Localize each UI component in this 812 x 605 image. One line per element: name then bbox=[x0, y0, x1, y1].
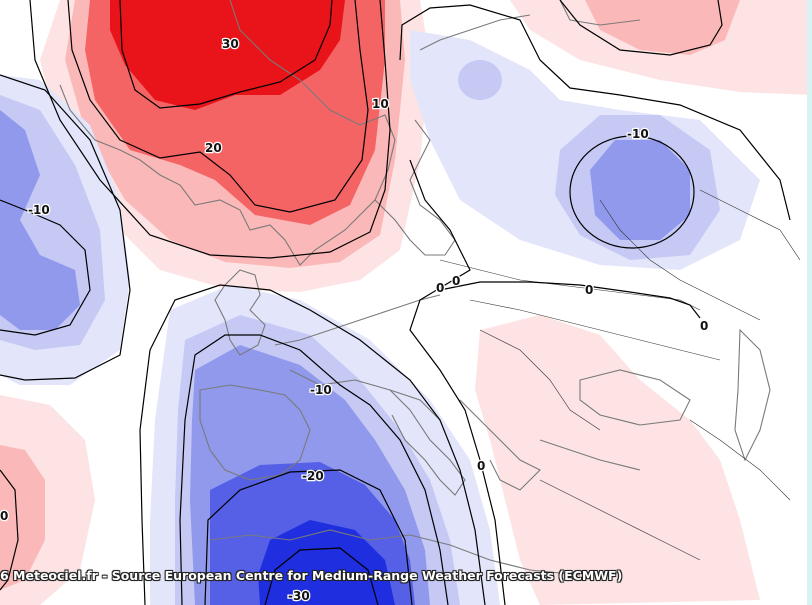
contour-label-minus30-south: -30 bbox=[288, 589, 310, 603]
cold-w-medium bbox=[0, 110, 80, 330]
coastlines bbox=[59, 0, 771, 576]
contour-label-zero-d: 0 bbox=[700, 319, 708, 333]
coastline-scandinavia bbox=[59, 0, 396, 266]
contour-plus30 bbox=[119, 0, 333, 109]
contour-zero-mid bbox=[409, 159, 506, 605]
contour-plus10-ne bbox=[559, 0, 723, 56]
cold-e-medium bbox=[590, 140, 690, 240]
window-edge bbox=[807, 0, 812, 605]
contour-label-plus20: 20 bbox=[205, 141, 222, 155]
contour-plus20 bbox=[67, 0, 369, 213]
contour-label-minus10-west: -10 bbox=[28, 203, 50, 217]
contour-zero-south bbox=[139, 284, 486, 605]
coastline-baltic bbox=[374, 119, 456, 256]
contour-zero-west bbox=[0, 74, 131, 381]
source-credit: 6 Meteociel.fr - Source European Centre … bbox=[0, 568, 623, 583]
contour-zero-central bbox=[439, 281, 701, 319]
contour-lines bbox=[0, 0, 791, 605]
cold-e-spot bbox=[458, 60, 502, 100]
contour-minus10-south bbox=[179, 334, 449, 605]
contour-minus30-south bbox=[264, 547, 379, 605]
coastline-italy bbox=[389, 389, 466, 496]
coastline-russia-north bbox=[419, 0, 641, 51]
contour-minus20-south bbox=[204, 469, 413, 605]
contour-label-zero-e: 0 bbox=[477, 459, 485, 473]
contour-label-plus30: 30 bbox=[222, 37, 239, 51]
contour-label-minus10-east: -10 bbox=[627, 127, 649, 141]
warm-faint-southeast bbox=[475, 315, 760, 605]
warm-light-southwest bbox=[0, 445, 45, 590]
contour-label-zero-a: 0 bbox=[436, 281, 444, 295]
coastline-britain bbox=[214, 269, 266, 356]
contour-zero-east bbox=[399, 4, 791, 221]
warm-ne-light bbox=[585, 0, 740, 55]
warm-anomaly-north bbox=[40, 0, 430, 292]
warm-anomaly-northeast bbox=[510, 0, 812, 95]
cold-s-deep bbox=[258, 520, 395, 605]
contour-minus10-west bbox=[0, 199, 91, 336]
contour-label-group: 30 20 10 -10 -10 0 0 0 0 -10 -20 -30 0 0 bbox=[0, 36, 710, 605]
contour-label-minus10-south: -10 bbox=[310, 383, 332, 397]
contour-label-zero-f: 0 bbox=[0, 509, 8, 523]
contour-label-zero-b: 0 bbox=[452, 274, 460, 288]
cold-anomaly-west bbox=[0, 75, 130, 385]
coastline-balkans bbox=[459, 399, 641, 491]
contour-label-minus20-south: -20 bbox=[302, 469, 324, 483]
coastline-africa bbox=[209, 529, 581, 576]
contour-minus10-east bbox=[569, 135, 695, 249]
warm-shade-strong bbox=[110, 0, 345, 110]
coastline-blacksea bbox=[579, 369, 691, 426]
contour-plus10 bbox=[29, 0, 391, 259]
contour-label-plus10: 10 bbox=[372, 97, 389, 111]
coastline-caspian bbox=[734, 328, 771, 462]
contour-label-zero-c: 0 bbox=[585, 283, 593, 297]
contour-zero-sw bbox=[0, 469, 19, 591]
coastline-iberia bbox=[199, 384, 311, 481]
cold-anomaly-east bbox=[410, 30, 760, 270]
